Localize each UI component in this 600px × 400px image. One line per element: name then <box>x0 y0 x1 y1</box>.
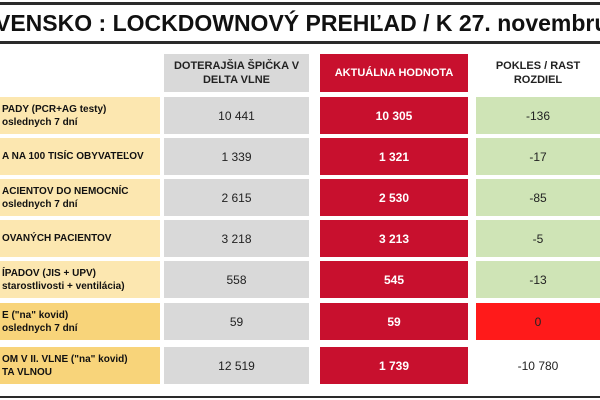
diff-value: -85 <box>476 179 600 216</box>
current-value: 3 213 <box>320 220 468 257</box>
current-value: 59 <box>320 303 468 340</box>
header-peak: DOTERAJŠIA ŠPIČKA V DELTA VLNE <box>164 54 309 92</box>
peak-value: 558 <box>164 261 309 298</box>
row-label-line2: oslednych 7 dní <box>2 322 78 334</box>
current-value: 2 530 <box>320 179 468 216</box>
row-label-line1: OM V II. VLNE ("na" kovid) <box>2 353 128 365</box>
row-label-line2: starostlivosti + ventilácia) <box>2 280 125 292</box>
bottom-divider <box>0 396 600 398</box>
row-label-line1: A NA 100 TISÍC OBYVATEĽOV <box>2 151 144 162</box>
row-label-line1: OVANÝCH PACIENTOV <box>2 233 112 244</box>
page-title: VENSKO : LOCKDOWNOVÝ PREHĽAD / K 27. nov… <box>0 10 600 36</box>
row-label-line1: ÍPADOV (JIS + UPV) <box>2 267 97 279</box>
row-label-line1: ACIENTOV DO NEMOCNÍC <box>2 185 129 197</box>
table-row: OM V II. VLNE ("na" kovid) TA VLNOU 12 5… <box>0 347 600 384</box>
row-label: E ("na" kovid) oslednych 7 dní <box>0 303 160 340</box>
header-diff: POKLES / RAST ROZDIEL <box>476 54 600 92</box>
peak-value: 2 615 <box>164 179 309 216</box>
current-value: 10 305 <box>320 97 468 134</box>
table-row: OVANÝCH PACIENTOV 3 218 3 213 -5 <box>0 220 600 257</box>
current-value: 545 <box>320 261 468 298</box>
diff-value: -5 <box>476 220 600 257</box>
top-divider <box>0 2 600 5</box>
peak-value: 1 339 <box>164 138 309 175</box>
table-row: ÍPADOV (JIS + UPV) starostlivosti + vent… <box>0 261 600 298</box>
diff-value: -17 <box>476 138 600 175</box>
row-label-line2: oslednych 7 dní <box>2 198 78 210</box>
current-value: 1 739 <box>320 347 468 384</box>
diff-value: -10 780 <box>476 347 600 384</box>
peak-value: 12 519 <box>164 347 309 384</box>
current-value: 1 321 <box>320 138 468 175</box>
peak-value: 3 218 <box>164 220 309 257</box>
row-label-line2: TA VLNOU <box>2 366 52 378</box>
row-label: ACIENTOV DO NEMOCNÍC oslednych 7 dní <box>0 179 160 216</box>
diff-value: -13 <box>476 261 600 298</box>
row-label: A NA 100 TISÍC OBYVATEĽOV <box>0 138 160 175</box>
row-label: OVANÝCH PACIENTOV <box>0 220 160 257</box>
row-label: OM V II. VLNE ("na" kovid) TA VLNOU <box>0 347 160 384</box>
header-current: AKTUÁLNA HODNOTA <box>320 54 468 92</box>
peak-value: 59 <box>164 303 309 340</box>
row-label-line1: PADY (PCR+AG testy) <box>2 103 107 115</box>
title-divider <box>0 41 600 44</box>
table-row: PADY (PCR+AG testy) oslednych 7 dní 10 4… <box>0 97 600 134</box>
row-label: ÍPADOV (JIS + UPV) starostlivosti + vent… <box>0 261 160 298</box>
diff-value: -136 <box>476 97 600 134</box>
table-row: ACIENTOV DO NEMOCNÍC oslednych 7 dní 2 6… <box>0 179 600 216</box>
row-label-line1: E ("na" kovid) <box>2 309 69 321</box>
diff-value: 0 <box>476 303 600 340</box>
peak-value: 10 441 <box>164 97 309 134</box>
table-row: A NA 100 TISÍC OBYVATEĽOV 1 339 1 321 -1… <box>0 138 600 175</box>
row-label-line2: oslednych 7 dní <box>2 116 78 128</box>
row-label: PADY (PCR+AG testy) oslednych 7 dní <box>0 97 160 134</box>
table-row: E ("na" kovid) oslednych 7 dní 59 59 0 <box>0 303 600 340</box>
